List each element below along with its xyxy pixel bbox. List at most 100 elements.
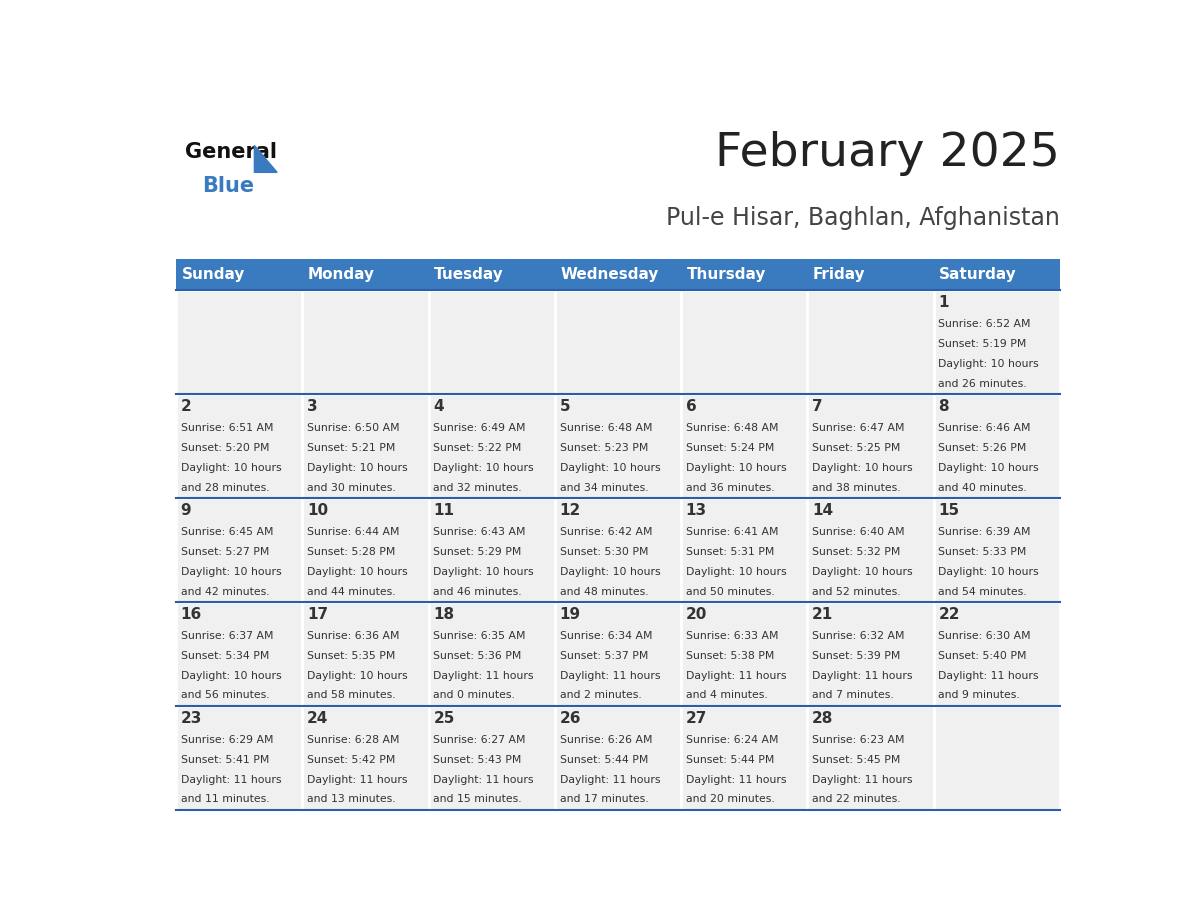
Bar: [176, 602, 303, 706]
Text: Sunrise: 6:41 AM: Sunrise: 6:41 AM: [685, 527, 778, 537]
Bar: [176, 290, 303, 395]
Text: Tuesday: Tuesday: [434, 267, 504, 282]
Text: Sunset: 5:23 PM: Sunset: 5:23 PM: [560, 443, 647, 453]
Bar: [555, 290, 681, 395]
Bar: [681, 395, 808, 498]
Bar: [555, 498, 681, 602]
Text: Daylight: 10 hours: Daylight: 10 hours: [939, 359, 1040, 369]
Text: and 26 minutes.: and 26 minutes.: [939, 379, 1026, 388]
Text: Sunset: 5:40 PM: Sunset: 5:40 PM: [939, 651, 1026, 661]
Text: Daylight: 11 hours: Daylight: 11 hours: [813, 671, 912, 681]
Bar: [303, 498, 429, 602]
Text: Sunset: 5:45 PM: Sunset: 5:45 PM: [813, 755, 901, 765]
Text: Pul-e Hisar, Baghlan, Afghanistan: Pul-e Hisar, Baghlan, Afghanistan: [666, 206, 1060, 230]
Text: and 4 minutes.: and 4 minutes.: [685, 690, 767, 700]
Text: Daylight: 11 hours: Daylight: 11 hours: [307, 775, 407, 785]
Text: and 58 minutes.: and 58 minutes.: [307, 690, 396, 700]
Text: Sunset: 5:36 PM: Sunset: 5:36 PM: [434, 651, 522, 661]
Text: 12: 12: [560, 503, 581, 518]
Text: 2: 2: [181, 399, 191, 414]
Text: Sunset: 5:21 PM: Sunset: 5:21 PM: [307, 443, 396, 453]
Text: Daylight: 10 hours: Daylight: 10 hours: [307, 566, 407, 577]
Text: Sunset: 5:34 PM: Sunset: 5:34 PM: [181, 651, 270, 661]
Bar: [681, 706, 808, 810]
Text: and 15 minutes.: and 15 minutes.: [434, 794, 522, 804]
Bar: [808, 706, 934, 810]
Text: Sunset: 5:20 PM: Sunset: 5:20 PM: [181, 443, 270, 453]
Text: 3: 3: [307, 399, 317, 414]
Text: Daylight: 10 hours: Daylight: 10 hours: [813, 566, 912, 577]
Text: 15: 15: [939, 503, 960, 518]
Text: Sunrise: 6:37 AM: Sunrise: 6:37 AM: [181, 631, 273, 641]
Text: 20: 20: [685, 607, 707, 622]
Text: Sunrise: 6:52 AM: Sunrise: 6:52 AM: [939, 319, 1031, 330]
Bar: [681, 290, 808, 395]
Text: Sunset: 5:33 PM: Sunset: 5:33 PM: [939, 547, 1026, 557]
Text: Daylight: 11 hours: Daylight: 11 hours: [560, 775, 661, 785]
Text: 26: 26: [560, 711, 581, 726]
Text: Sunrise: 6:26 AM: Sunrise: 6:26 AM: [560, 735, 652, 745]
Text: Sunset: 5:35 PM: Sunset: 5:35 PM: [307, 651, 396, 661]
Bar: [555, 395, 681, 498]
Bar: [934, 290, 1060, 395]
Text: Sunset: 5:44 PM: Sunset: 5:44 PM: [685, 755, 775, 765]
Text: Sunrise: 6:43 AM: Sunrise: 6:43 AM: [434, 527, 526, 537]
Text: and 42 minutes.: and 42 minutes.: [181, 587, 270, 597]
Text: Sunrise: 6:46 AM: Sunrise: 6:46 AM: [939, 423, 1031, 433]
Bar: [429, 602, 555, 706]
Text: and 2 minutes.: and 2 minutes.: [560, 690, 642, 700]
Text: Daylight: 10 hours: Daylight: 10 hours: [939, 566, 1040, 577]
Text: and 46 minutes.: and 46 minutes.: [434, 587, 522, 597]
Text: Sunset: 5:24 PM: Sunset: 5:24 PM: [685, 443, 775, 453]
Text: 24: 24: [307, 711, 328, 726]
Bar: [934, 706, 1060, 810]
Text: and 30 minutes.: and 30 minutes.: [307, 483, 396, 493]
Text: Sunrise: 6:24 AM: Sunrise: 6:24 AM: [685, 735, 778, 745]
Text: Daylight: 11 hours: Daylight: 11 hours: [813, 775, 912, 785]
Text: Sunrise: 6:42 AM: Sunrise: 6:42 AM: [560, 527, 652, 537]
Text: Daylight: 10 hours: Daylight: 10 hours: [685, 463, 786, 473]
Text: Sunset: 5:44 PM: Sunset: 5:44 PM: [560, 755, 647, 765]
Text: Sunset: 5:25 PM: Sunset: 5:25 PM: [813, 443, 901, 453]
Text: and 17 minutes.: and 17 minutes.: [560, 794, 649, 804]
Text: and 9 minutes.: and 9 minutes.: [939, 690, 1020, 700]
Text: Sunset: 5:43 PM: Sunset: 5:43 PM: [434, 755, 522, 765]
Text: and 56 minutes.: and 56 minutes.: [181, 690, 270, 700]
Text: Daylight: 10 hours: Daylight: 10 hours: [307, 463, 407, 473]
Text: Sunrise: 6:30 AM: Sunrise: 6:30 AM: [939, 631, 1031, 641]
Text: and 36 minutes.: and 36 minutes.: [685, 483, 775, 493]
Bar: [429, 290, 555, 395]
Text: Blue: Blue: [202, 176, 254, 196]
Text: Sunrise: 6:50 AM: Sunrise: 6:50 AM: [307, 423, 399, 433]
Text: Daylight: 11 hours: Daylight: 11 hours: [434, 671, 533, 681]
Text: 27: 27: [685, 711, 707, 726]
Bar: [429, 498, 555, 602]
Bar: [808, 602, 934, 706]
Text: 23: 23: [181, 711, 202, 726]
Text: Daylight: 10 hours: Daylight: 10 hours: [939, 463, 1040, 473]
Text: and 40 minutes.: and 40 minutes.: [939, 483, 1028, 493]
Text: Sunrise: 6:29 AM: Sunrise: 6:29 AM: [181, 735, 273, 745]
Text: Sunset: 5:22 PM: Sunset: 5:22 PM: [434, 443, 522, 453]
Text: Sunrise: 6:51 AM: Sunrise: 6:51 AM: [181, 423, 273, 433]
Text: Daylight: 11 hours: Daylight: 11 hours: [560, 671, 661, 681]
Text: Sunset: 5:39 PM: Sunset: 5:39 PM: [813, 651, 901, 661]
Text: General: General: [185, 142, 277, 162]
Text: Sunrise: 6:34 AM: Sunrise: 6:34 AM: [560, 631, 652, 641]
Bar: [176, 259, 1060, 290]
Text: Daylight: 10 hours: Daylight: 10 hours: [813, 463, 912, 473]
Text: 18: 18: [434, 607, 454, 622]
Text: 5: 5: [560, 399, 570, 414]
Text: Sunrise: 6:35 AM: Sunrise: 6:35 AM: [434, 631, 526, 641]
Text: and 22 minutes.: and 22 minutes.: [813, 794, 901, 804]
Text: 11: 11: [434, 503, 454, 518]
Text: 25: 25: [434, 711, 455, 726]
Text: and 20 minutes.: and 20 minutes.: [685, 794, 775, 804]
Text: Sunset: 5:28 PM: Sunset: 5:28 PM: [307, 547, 396, 557]
Text: Sunrise: 6:28 AM: Sunrise: 6:28 AM: [307, 735, 399, 745]
Bar: [934, 498, 1060, 602]
Text: and 54 minutes.: and 54 minutes.: [939, 587, 1026, 597]
Text: Sunset: 5:37 PM: Sunset: 5:37 PM: [560, 651, 647, 661]
Bar: [429, 395, 555, 498]
Bar: [808, 395, 934, 498]
